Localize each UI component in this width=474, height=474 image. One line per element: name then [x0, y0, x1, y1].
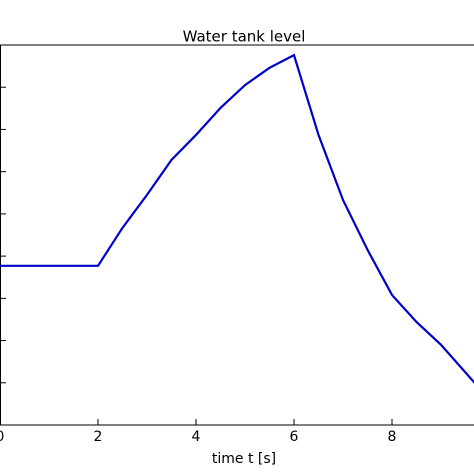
x-tick-label: 8: [388, 429, 397, 445]
x-tick-label: 2: [94, 429, 103, 445]
x-axis-label: time t [s]: [212, 451, 276, 467]
line-series: [0, 53, 474, 384]
plot-frame: [0, 44, 474, 426]
x-tick-label: 4: [192, 429, 201, 445]
x-tick-label: 6: [290, 429, 299, 445]
chart-title: Water tank level: [183, 28, 306, 46]
x-tick-label: 0: [0, 429, 4, 445]
